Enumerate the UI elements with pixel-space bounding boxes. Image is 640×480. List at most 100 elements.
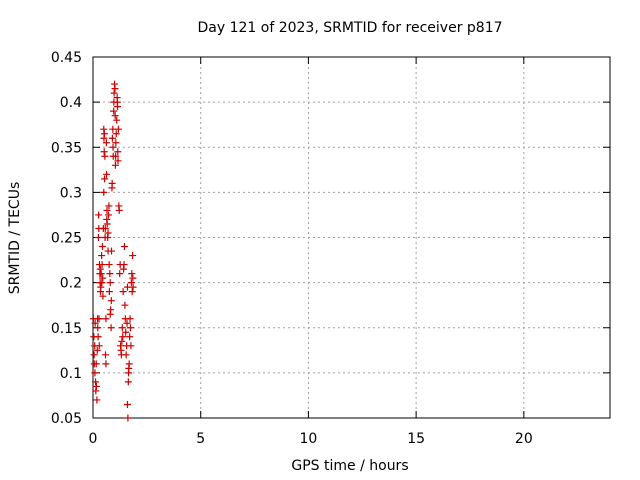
data-point-marker [121,301,129,309]
chart-title: Day 121 of 2023, SRMTID for receiver p81… [197,20,502,36]
data-point-marker [111,161,119,169]
data-point-marker [119,333,127,341]
data-point-marker [110,107,118,115]
data-point-marker [94,234,102,241]
data-point-marker [111,85,119,93]
data-point-marker [124,414,132,422]
x-axis-label: GPS time / hours [291,458,408,474]
data-point-marker [94,333,102,341]
data-point-marker [98,279,106,287]
y-tick-label: 0.35 [51,140,82,156]
data-points [89,80,137,422]
data-point-marker [113,116,121,124]
data-point-marker [114,157,122,165]
data-point-marker [98,243,106,251]
data-point-marker [106,279,114,287]
data-point-marker [105,202,113,210]
data-point-marker [125,360,133,368]
data-point-marker [120,261,128,269]
data-point-marker [128,270,136,278]
data-point-marker [95,211,103,219]
data-point-marker [107,306,115,314]
data-point-marker [99,292,107,300]
data-point-marker [101,351,109,359]
x-tick-label: 5 [196,431,205,447]
data-point-marker [109,143,117,151]
y-axis-label: SRMTID / TECUs [7,182,23,295]
data-point-marker [110,89,118,97]
data-point-marker [100,125,108,133]
data-point-marker [97,283,105,291]
data-point-marker [122,351,130,359]
x-axis-ticks: 0 5 10 15 20 [89,57,533,447]
data-point-marker [91,369,99,377]
data-point-marker [114,125,122,133]
data-point-marker [90,351,98,359]
data-point-marker [129,274,137,282]
plot-frame [92,56,611,419]
data-point-marker [123,400,131,408]
data-point-marker [102,360,110,368]
data-point-marker [99,274,107,282]
y-axis-ticks: 0.05 0.1 0.15 0.2 0.25 0.3 0.35 0.4 0.45 [51,50,610,427]
data-point-marker [92,378,100,386]
y-tick-label: 0.05 [51,411,82,427]
data-point-marker [94,324,102,332]
data-point-marker [98,252,106,260]
data-point-marker [108,134,116,142]
data-point-marker [93,346,101,354]
data-point-marker [103,170,111,178]
grid-lines [93,57,610,418]
data-point-marker [112,152,120,160]
data-point-marker [115,206,123,214]
data-point-marker [108,179,116,187]
data-point-marker [129,283,137,291]
data-point-marker [126,324,134,332]
data-point-marker [104,229,112,237]
data-point-marker [92,387,100,395]
data-point-marker [105,288,113,296]
data-point-marker [119,288,127,296]
data-point-marker [98,261,106,269]
data-point-marker [107,324,115,332]
data-point-marker [112,130,120,138]
data-point-marker [124,378,132,386]
data-point-marker [102,139,110,147]
x-tick-label: 0 [89,431,98,447]
data-point-marker [91,319,99,327]
data-point-marker [96,265,104,273]
x-tick-label: 20 [515,431,533,447]
data-point-marker [108,247,116,255]
data-point-marker [92,382,100,390]
data-point-marker [101,175,109,183]
data-point-marker [118,337,126,345]
data-point-marker [126,333,134,341]
data-point-marker [112,139,120,147]
y-tick-label: 0.45 [51,50,82,66]
data-point-marker [100,148,108,156]
data-point-marker [92,360,100,368]
data-point-marker [126,315,134,323]
data-point-marker [129,252,137,260]
data-point-marker [103,206,111,214]
data-point-marker [101,224,109,232]
data-point-marker [123,319,131,327]
data-point-marker [120,243,128,251]
data-point-marker [107,297,115,305]
data-point-marker [105,261,113,269]
y-tick-label: 0.15 [51,321,82,337]
data-point-marker [127,342,135,350]
data-point-marker [102,315,110,323]
data-point-marker [122,328,130,336]
data-point-marker [114,103,122,111]
data-point-marker [97,270,105,278]
x-tick-label: 15 [407,431,425,447]
data-point-marker [95,342,103,350]
data-point-marker [111,112,119,120]
data-point-marker [116,270,124,278]
data-point-marker [128,288,136,296]
data-point-marker [114,148,122,156]
data-point-marker [106,270,114,278]
data-point-marker [118,324,126,332]
